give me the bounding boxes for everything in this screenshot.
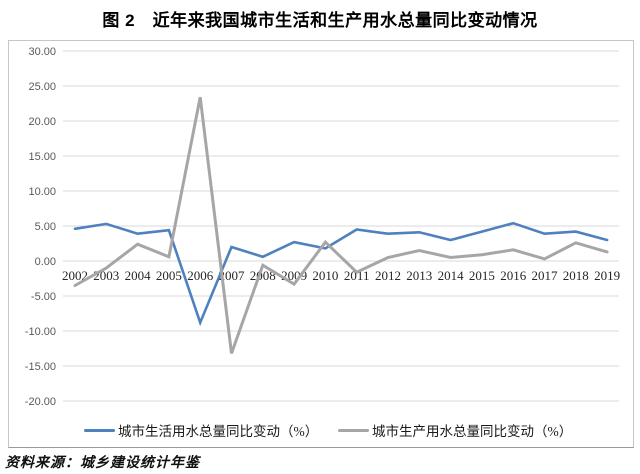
- x-tick-label: 2010: [312, 268, 338, 283]
- y-axis-tick-labels: 30.00 25.00 20.00 15.00 10.00 5.00 0.00 -5.00 -1…: [25, 46, 56, 408]
- y-tick-label: -5.00: [31, 291, 56, 303]
- y-tick-label: 25.00: [28, 81, 56, 93]
- y-tick-label: 5.00: [35, 221, 56, 233]
- x-tick-label: 2007: [219, 268, 246, 283]
- x-tick-label: 2012: [375, 268, 401, 283]
- x-tick-label: 2013: [406, 268, 432, 283]
- y-tick-label: 0.00: [35, 256, 56, 268]
- y-tick-label: -15.00: [25, 361, 56, 373]
- y-tick-label: 10.00: [28, 186, 56, 198]
- chart-title: 图 2 近年来我国城市生活和生产用水总量同比变动情况: [102, 11, 538, 30]
- x-tick-label: 2004: [125, 268, 152, 283]
- x-tick-label: 2019: [594, 268, 620, 283]
- gridlines: [63, 50, 619, 402]
- x-tick-label: 2017: [532, 268, 559, 283]
- domestic-line-swatch-icon: [84, 428, 115, 432]
- x-tick-label: 2018: [563, 268, 589, 283]
- y-tick-label: 15.00: [28, 151, 56, 163]
- series-line-production: [73, 96, 609, 354]
- legend-item-domestic: 城市生活用水总量同比变动（%）: [84, 421, 318, 439]
- x-tick-label: 2002: [62, 268, 88, 283]
- source-note: 资料来源：城乡建设统计年鉴: [5, 456, 200, 471]
- production-line-swatch-icon: [338, 428, 369, 432]
- y-tick-label: -20.00: [25, 396, 56, 408]
- y-tick-label: 30.00: [28, 46, 56, 58]
- series-line-domestic: [73, 221, 609, 327]
- x-axis-tick-labels: 2002 2003 2004 2005 2006 2007 2008 2009 2010 2011…: [62, 268, 620, 283]
- x-tick-label: 2015: [469, 268, 495, 283]
- chart-area: 30.00 25.00 20.00 15.00 10.00 5.00 0.00 -5.00 -1…: [8, 40, 634, 448]
- plot-svg: 30.00 25.00 20.00 15.00 10.00 5.00 0.00 -5.00 -1…: [25, 46, 620, 408]
- y-tick-label: -10.00: [25, 326, 56, 338]
- x-tick-label: 2016: [500, 268, 527, 283]
- legend-item-production: 城市生产用水总量同比变动（%）: [338, 421, 572, 439]
- x-tick-label: 2003: [93, 268, 119, 283]
- x-tick-label: 2005: [156, 268, 182, 283]
- x-tick-label: 2006: [187, 268, 214, 283]
- x-tick-label: 2011: [344, 268, 370, 283]
- y-tick-label: 20.00: [28, 116, 56, 128]
- x-tick-label: 2014: [438, 268, 465, 283]
- legend-label-domestic: 城市生活用水总量同比变动（%）: [118, 424, 319, 439]
- legend-label-production: 城市生产用水总量同比变动（%）: [372, 424, 573, 439]
